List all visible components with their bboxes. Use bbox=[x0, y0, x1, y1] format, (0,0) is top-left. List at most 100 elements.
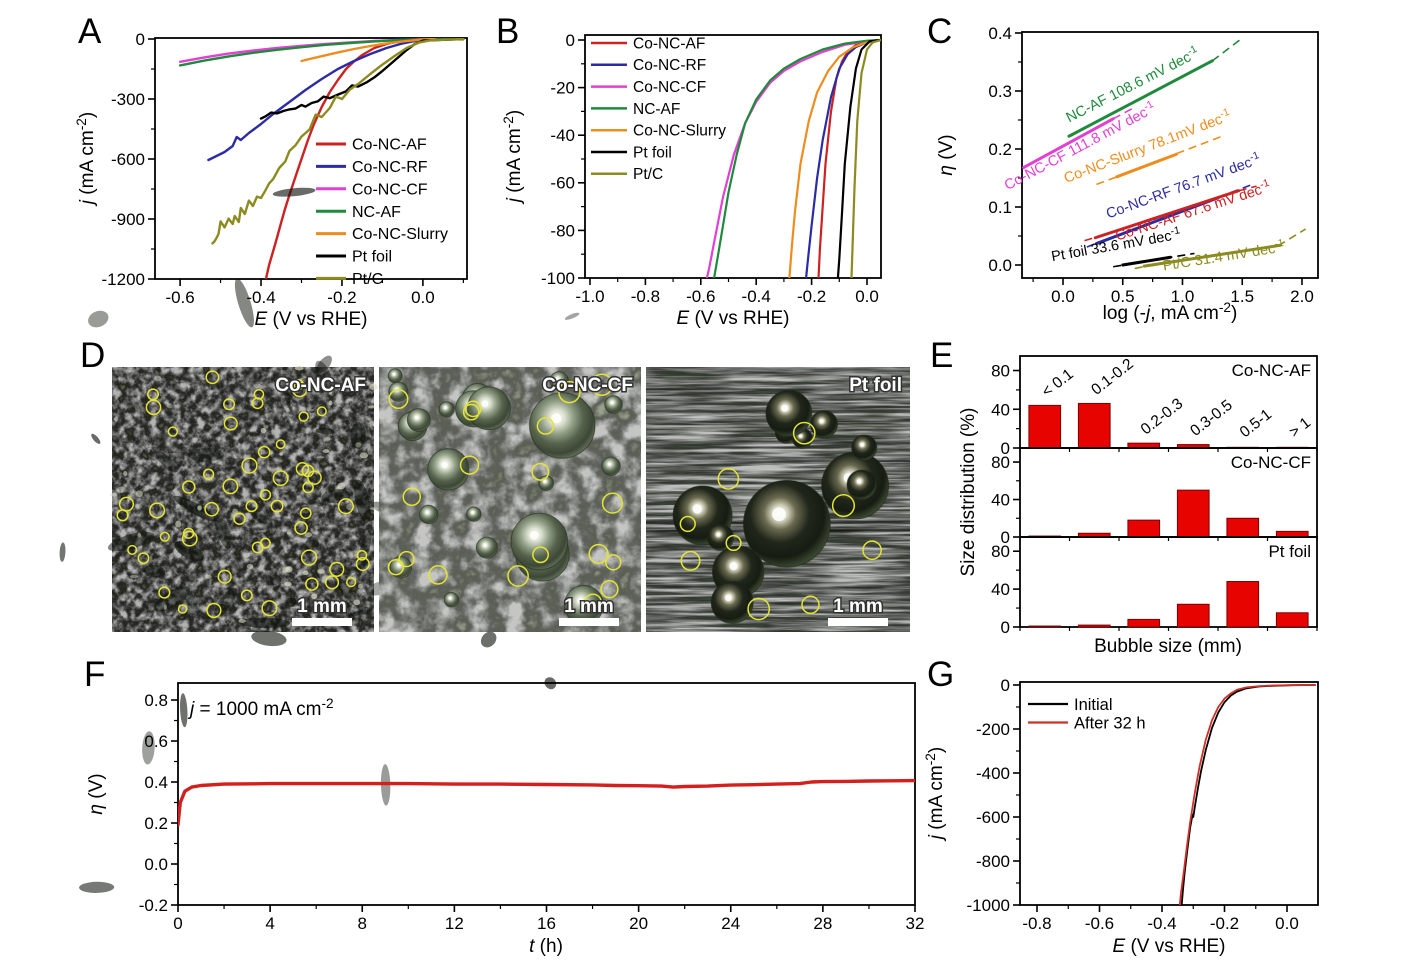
svg-text:24: 24 bbox=[721, 914, 740, 933]
svg-text:0.5: 0.5 bbox=[1111, 287, 1135, 306]
series-Co-NC-AF bbox=[817, 38, 881, 278]
svg-text:0: 0 bbox=[1001, 618, 1010, 637]
svg-text:0: 0 bbox=[136, 30, 145, 49]
panel-b-polarization-zoom-chart: -1.0 -0.8 -0.6 -0.4 -0.2 0.0 0 -20 -40 -60 -80 -100… bbox=[501, 31, 882, 329]
tafel-fit-Co-NC-AF bbox=[1238, 185, 1257, 192]
svg-text:0: 0 bbox=[1001, 439, 1010, 458]
series-Co-NC-RF bbox=[207, 38, 437, 162]
scale-bar bbox=[828, 618, 888, 626]
svg-text:0: 0 bbox=[1001, 676, 1010, 695]
panel-a-polarization-chart: -0.6 -0.4 -0.2 0.0 0 -300 -600 -900 -1200 E (V vs… bbox=[74, 30, 468, 330]
svg-text:-0.2: -0.2 bbox=[797, 287, 826, 306]
svg-text:0.0: 0.0 bbox=[1051, 287, 1075, 306]
svg-text:Co-NC-AF: Co-NC-AF bbox=[633, 35, 705, 52]
scale-bar-label: 1 mm bbox=[564, 596, 614, 617]
svg-text:Co-NC-AF: Co-NC-AF bbox=[352, 137, 427, 154]
series-Pt/C bbox=[211, 38, 465, 245]
panel-g-letter: G bbox=[927, 655, 956, 694]
svg-text:-1.0: -1.0 bbox=[575, 287, 604, 306]
micrograph-label: Co-NC-AF bbox=[275, 375, 366, 396]
svg-text:0.3-0.5: 0.3-0.5 bbox=[1187, 397, 1236, 440]
svg-text:0: 0 bbox=[173, 914, 182, 933]
svg-text:-80: -80 bbox=[550, 221, 575, 240]
series-overpotential bbox=[178, 778, 915, 827]
series-After 32 h bbox=[1178, 684, 1317, 905]
micrograph-co-nc-cf: Co-NC-CF 1 mm bbox=[379, 367, 641, 632]
svg-text:Pt foil: Pt foil bbox=[1268, 542, 1311, 561]
tafel-line-Pt/C bbox=[1142, 243, 1282, 268]
svg-text:20: 20 bbox=[629, 914, 648, 933]
svg-text:Pt foil: Pt foil bbox=[352, 249, 392, 266]
series-Pt/C bbox=[850, 38, 881, 278]
series-Initial bbox=[1180, 684, 1317, 905]
axes bbox=[148, 37, 468, 286]
axes bbox=[1015, 31, 1319, 285]
svg-text:-300: -300 bbox=[111, 90, 145, 109]
micrograph-label: Co-NC-CF bbox=[542, 375, 633, 396]
bubble-markers bbox=[387, 373, 624, 612]
bubbles bbox=[672, 389, 890, 625]
svg-text:0.4: 0.4 bbox=[988, 24, 1012, 43]
svg-text:Co-NC-RF: Co-NC-RF bbox=[352, 159, 428, 176]
svg-text:40: 40 bbox=[991, 491, 1010, 510]
svg-text:0.0: 0.0 bbox=[144, 855, 168, 874]
series-Pt foil bbox=[836, 38, 881, 278]
tafel-fit-Co-NC-AF bbox=[1084, 236, 1097, 242]
svg-text:0.4: 0.4 bbox=[144, 773, 168, 792]
tafel-line-Co-NC-Slurry bbox=[1115, 152, 1179, 179]
tick-labels: -0.8 -0.6 -0.4 -0.2 0.0 0 -200 -400 -600 -800 -100… bbox=[967, 676, 1299, 933]
svg-text:16: 16 bbox=[537, 914, 556, 933]
tafel-fit-NC-AF bbox=[1211, 39, 1241, 62]
svg-text:η (V): η (V) bbox=[86, 773, 107, 814]
series-Co-NC-Slurry bbox=[788, 38, 881, 278]
svg-text:> 1: > 1 bbox=[1286, 414, 1314, 441]
tafel-labels: NC-AF 108.6 mV dec-1Co-NC-CF 111.8 mV de… bbox=[1002, 44, 1285, 275]
svg-text:1.5: 1.5 bbox=[1230, 287, 1254, 306]
series-group bbox=[1178, 684, 1317, 905]
svg-text:-0.4: -0.4 bbox=[1147, 914, 1176, 933]
panel-a-letter: A bbox=[78, 12, 103, 51]
svg-text:Bubble size (mm): Bubble size (mm) bbox=[1094, 636, 1242, 657]
svg-text:4: 4 bbox=[265, 914, 274, 933]
svg-text:-800: -800 bbox=[976, 852, 1010, 871]
scale-bar-label: 1 mm bbox=[833, 596, 883, 617]
tafel-fit-Pt/C bbox=[1134, 265, 1147, 270]
scale-bar bbox=[559, 618, 619, 626]
panel-f-letter: F bbox=[84, 655, 107, 694]
svg-text:E (V vs RHE): E (V vs RHE) bbox=[255, 309, 368, 330]
svg-text:Co-NC-CF: Co-NC-CF bbox=[352, 181, 428, 198]
svg-text:Co-NC-RF: Co-NC-RF bbox=[633, 57, 706, 74]
series-Co-NC-CF bbox=[705, 38, 881, 278]
tafel-fit-Co-NC-Slurry bbox=[1176, 136, 1222, 155]
svg-text:Pt/C 31.4 mV dec-1: Pt/C 31.4 mV dec-1 bbox=[1161, 238, 1285, 275]
svg-text:40: 40 bbox=[991, 580, 1010, 599]
micrograph-pt-foil: Pt foil 1 mm bbox=[645, 367, 911, 632]
bubble-markers bbox=[116, 370, 370, 619]
panel-d-letter: D bbox=[80, 336, 107, 375]
svg-text:0.5-1: 0.5-1 bbox=[1237, 406, 1275, 441]
bar-Pt foil-0.5-1 bbox=[1226, 581, 1260, 628]
svg-text:2.0: 2.0 bbox=[1290, 287, 1314, 306]
svg-text:0.1-0.2: 0.1-0.2 bbox=[1088, 355, 1137, 398]
tick-labels: 0 4 8 12 16 20 24 28 32 0.8 0.6 0.4 0.2 0.0 -0.2 bbox=[139, 691, 925, 933]
series-group bbox=[705, 38, 881, 278]
axes bbox=[578, 34, 882, 285]
legend: Co-NC-AF Co-NC-RF Co-NC-CF NC-AF Co-NC-Slurr… bbox=[591, 35, 726, 183]
svg-text:-0.6: -0.6 bbox=[1085, 914, 1114, 933]
svg-text:-0.8: -0.8 bbox=[1022, 914, 1051, 933]
tafel-line-Co-NC-AF bbox=[1093, 189, 1241, 240]
svg-text:< 0.1: < 0.1 bbox=[1039, 366, 1077, 401]
panel-b-letter: B bbox=[496, 12, 521, 51]
svg-text:Pt/C: Pt/C bbox=[352, 271, 383, 288]
svg-text:-0.4: -0.4 bbox=[742, 287, 771, 306]
micrograph-co-nc-af: Co-NC-AF 1 mm bbox=[59, 187, 580, 893]
svg-text:After 32 h: After 32 h bbox=[1074, 714, 1146, 732]
svg-text:NC-AF: NC-AF bbox=[352, 204, 401, 221]
series-NC-AF bbox=[713, 38, 881, 278]
axes bbox=[171, 682, 916, 912]
tafel-fit-Co-NC-Slurry bbox=[1096, 176, 1118, 186]
tick-labels: -1.0 -0.8 -0.6 -0.4 -0.2 0.0 0 -20 -40 -60 -80 -100 bbox=[541, 31, 879, 306]
series-NC-AF bbox=[178, 38, 465, 67]
svg-text:-60: -60 bbox=[550, 174, 575, 193]
